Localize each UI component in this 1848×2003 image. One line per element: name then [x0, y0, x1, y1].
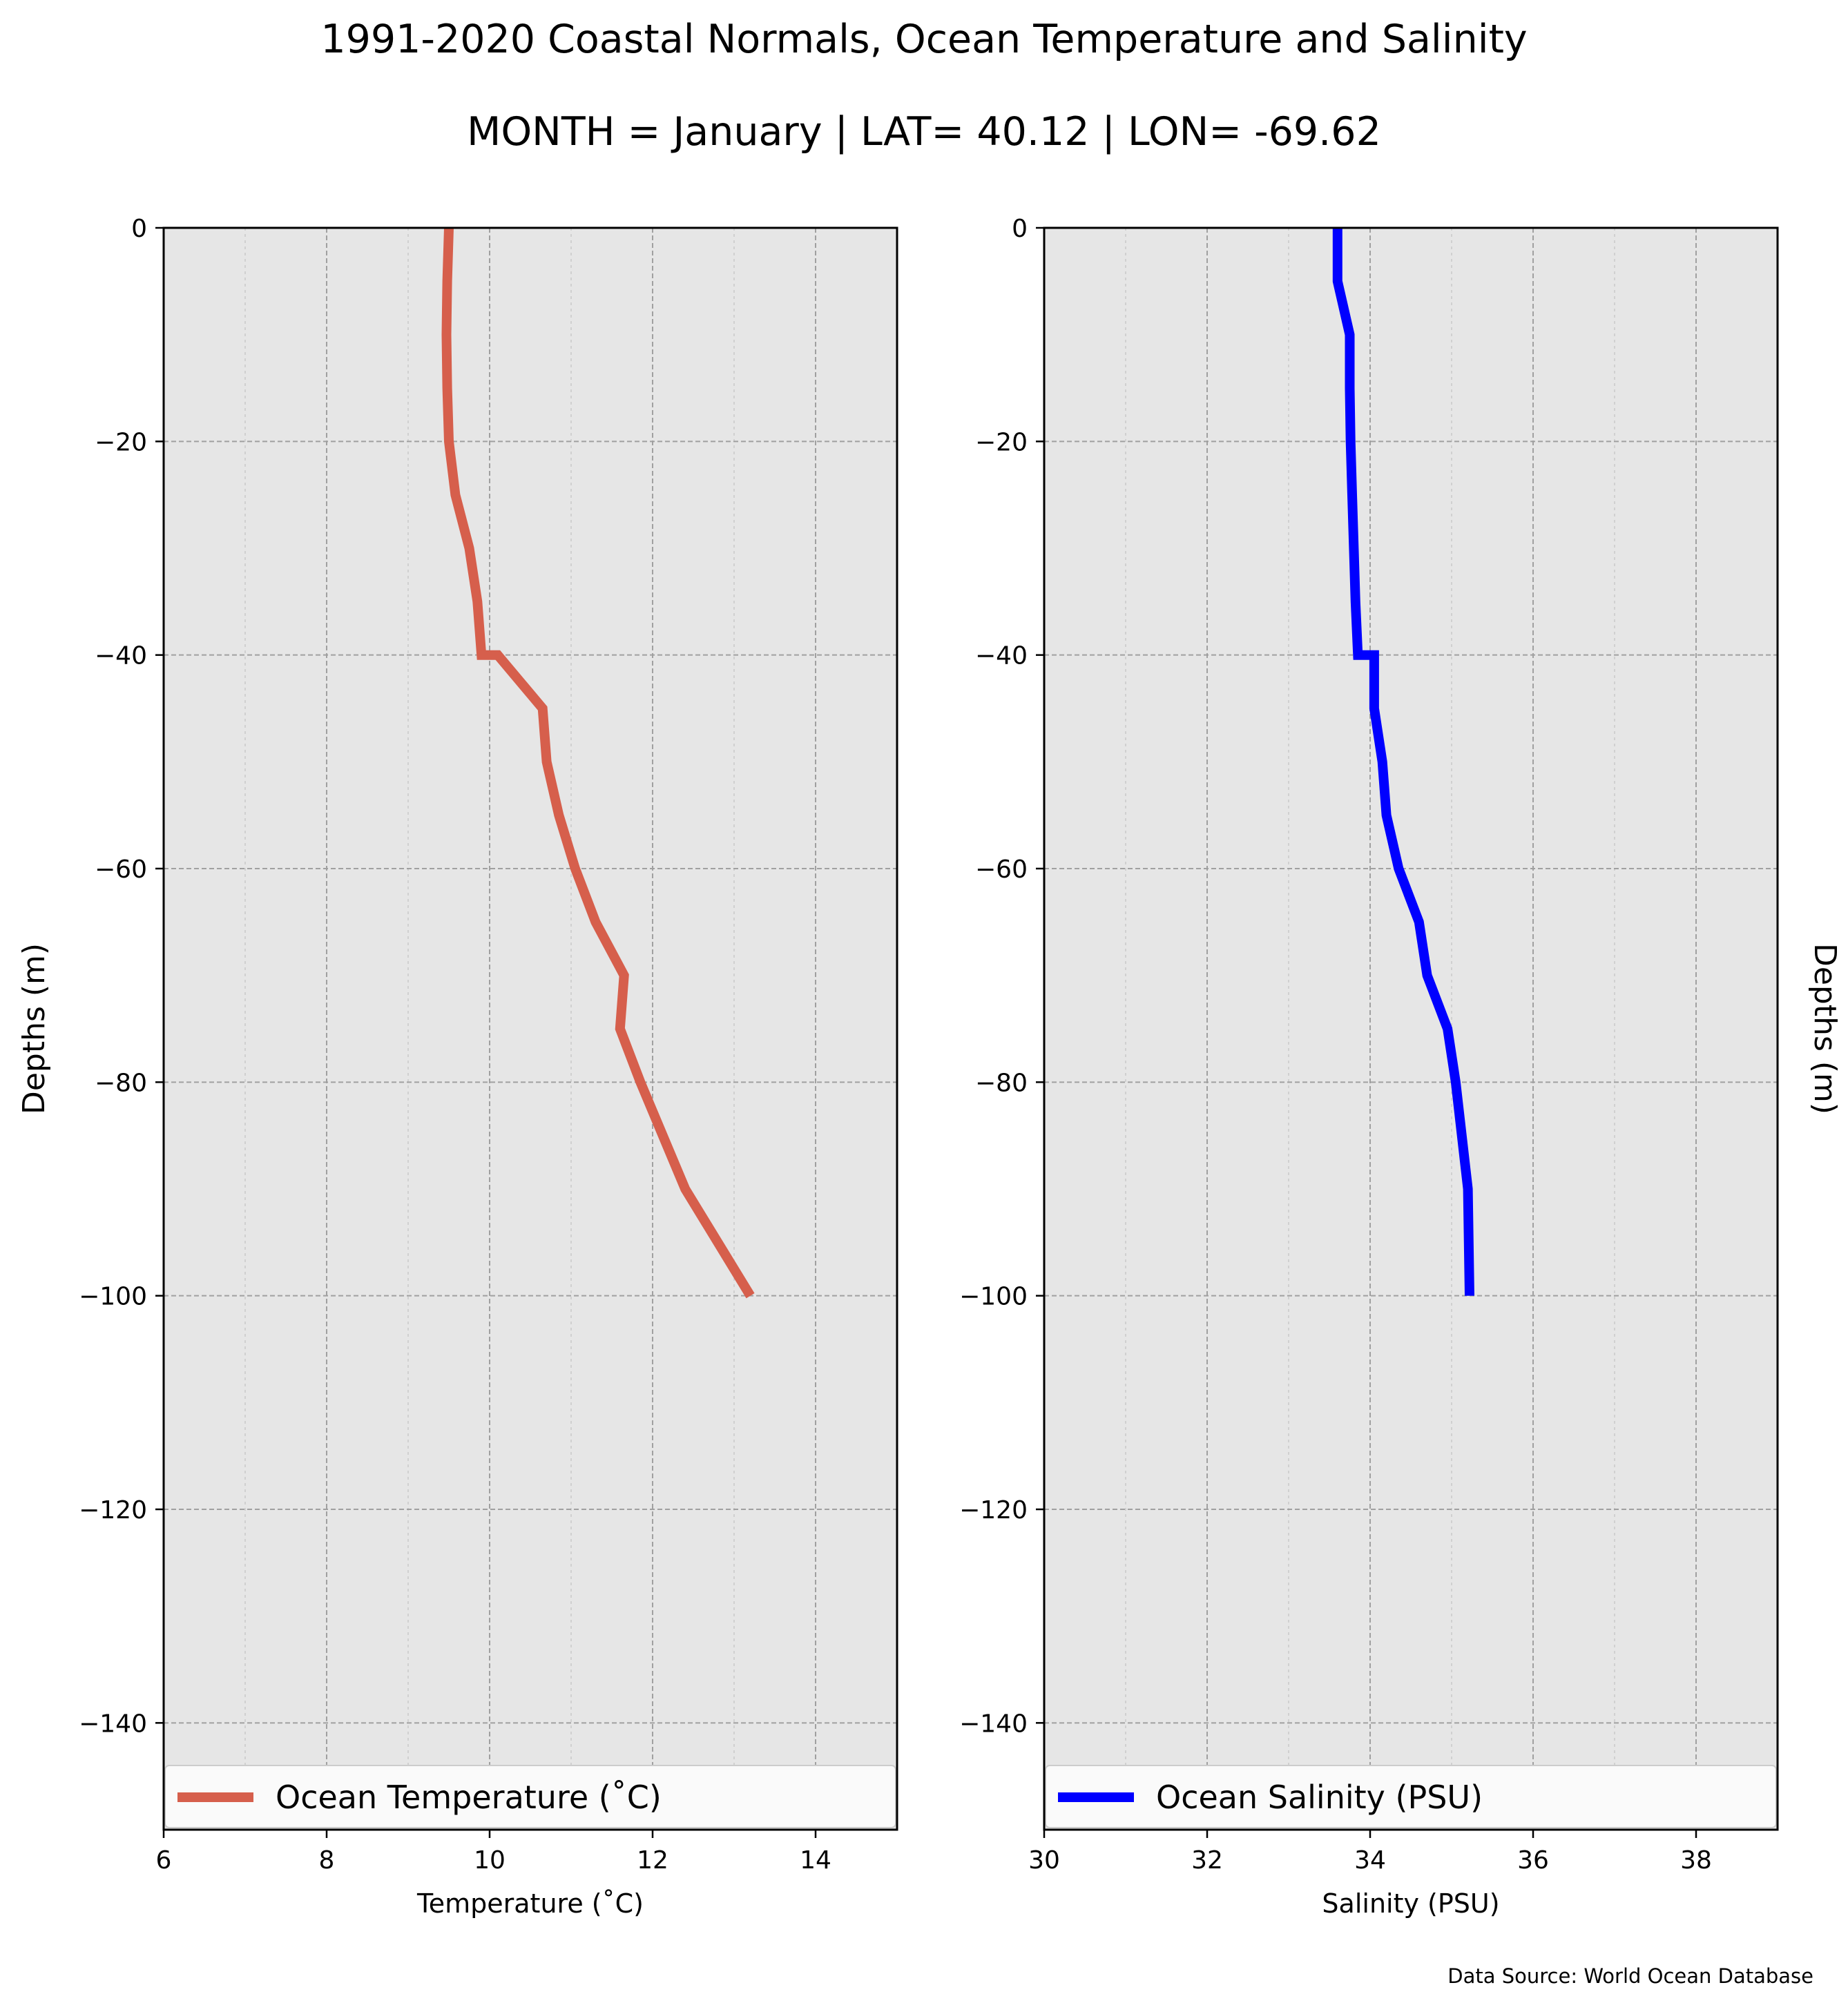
x-tick-label: 30 — [1028, 1846, 1060, 1875]
x-tick-label: 36 — [1517, 1846, 1549, 1875]
chart-title: 1991-2020 Coastal Normals, Ocean Tempera… — [320, 17, 1527, 62]
x-tick-label: 10 — [474, 1846, 506, 1875]
data-source-note: Data Source: World Ocean Database — [1447, 1964, 1813, 1988]
x-tick-label: 38 — [1680, 1846, 1712, 1875]
plot-background — [1044, 228, 1778, 1830]
x-axis-label: Temperature (˚C) — [416, 1888, 644, 1919]
legend-box — [164, 1765, 896, 1828]
legend-label: Ocean Salinity (PSU) — [1156, 1779, 1483, 1816]
legend-box — [1045, 1765, 1777, 1828]
y-tick-label: −80 — [975, 1069, 1028, 1097]
y-tick-label: −20 — [975, 428, 1028, 456]
y-axis-label: Depths (m) — [1807, 943, 1842, 1114]
x-tick-label: 8 — [319, 1846, 335, 1875]
legend: Ocean Temperature (˚C) — [164, 1765, 896, 1828]
y-tick-label: −40 — [95, 642, 147, 670]
y-tick-label: −60 — [95, 855, 147, 884]
y-tick-label: −140 — [959, 1710, 1028, 1738]
y-tick-label: −40 — [975, 642, 1028, 670]
plot-frame — [1043, 226, 1779, 1831]
y-tick-label: −100 — [79, 1283, 147, 1311]
x-tick-label: 6 — [156, 1846, 172, 1875]
legend-label: Ocean Temperature (˚C) — [276, 1779, 662, 1816]
y-axis-label: Depths (m) — [17, 943, 52, 1114]
y-tick-label: 0 — [131, 215, 147, 243]
plot-frame — [162, 226, 898, 1831]
temperature-panel: Ocean Temperature (˚C) 6 8 10 12 14 0 −20 −40 −60… — [17, 215, 898, 1919]
y-tick-label: −80 — [95, 1069, 147, 1097]
chart-subtitle: MONTH = January | LAT= 40.12 | LON= -69.… — [467, 109, 1381, 155]
y-tick-label: −120 — [959, 1496, 1028, 1525]
y-tick-label: 0 — [1012, 215, 1028, 243]
x-axis-label: Salinity (PSU) — [1322, 1888, 1499, 1919]
y-tick-label: −120 — [79, 1496, 147, 1525]
salinity-panel: Ocean Salinity (PSU) 30 32 34 36 38 0 −20 −40 −60… — [959, 215, 1842, 1919]
plot-background — [164, 228, 897, 1830]
x-tick-label: 32 — [1191, 1846, 1223, 1875]
y-tick-label: −20 — [95, 428, 147, 456]
y-tick-label: −140 — [79, 1710, 147, 1738]
series-line — [441, 227, 755, 1299]
x-tick-label: 14 — [800, 1846, 831, 1875]
y-tick-label: −100 — [959, 1283, 1028, 1311]
x-tick-label: 12 — [637, 1846, 668, 1875]
x-tick-label: 34 — [1354, 1846, 1386, 1875]
legend: Ocean Salinity (PSU) — [1045, 1765, 1777, 1828]
y-tick-label: −60 — [975, 855, 1028, 884]
series-line — [1332, 228, 1474, 1296]
